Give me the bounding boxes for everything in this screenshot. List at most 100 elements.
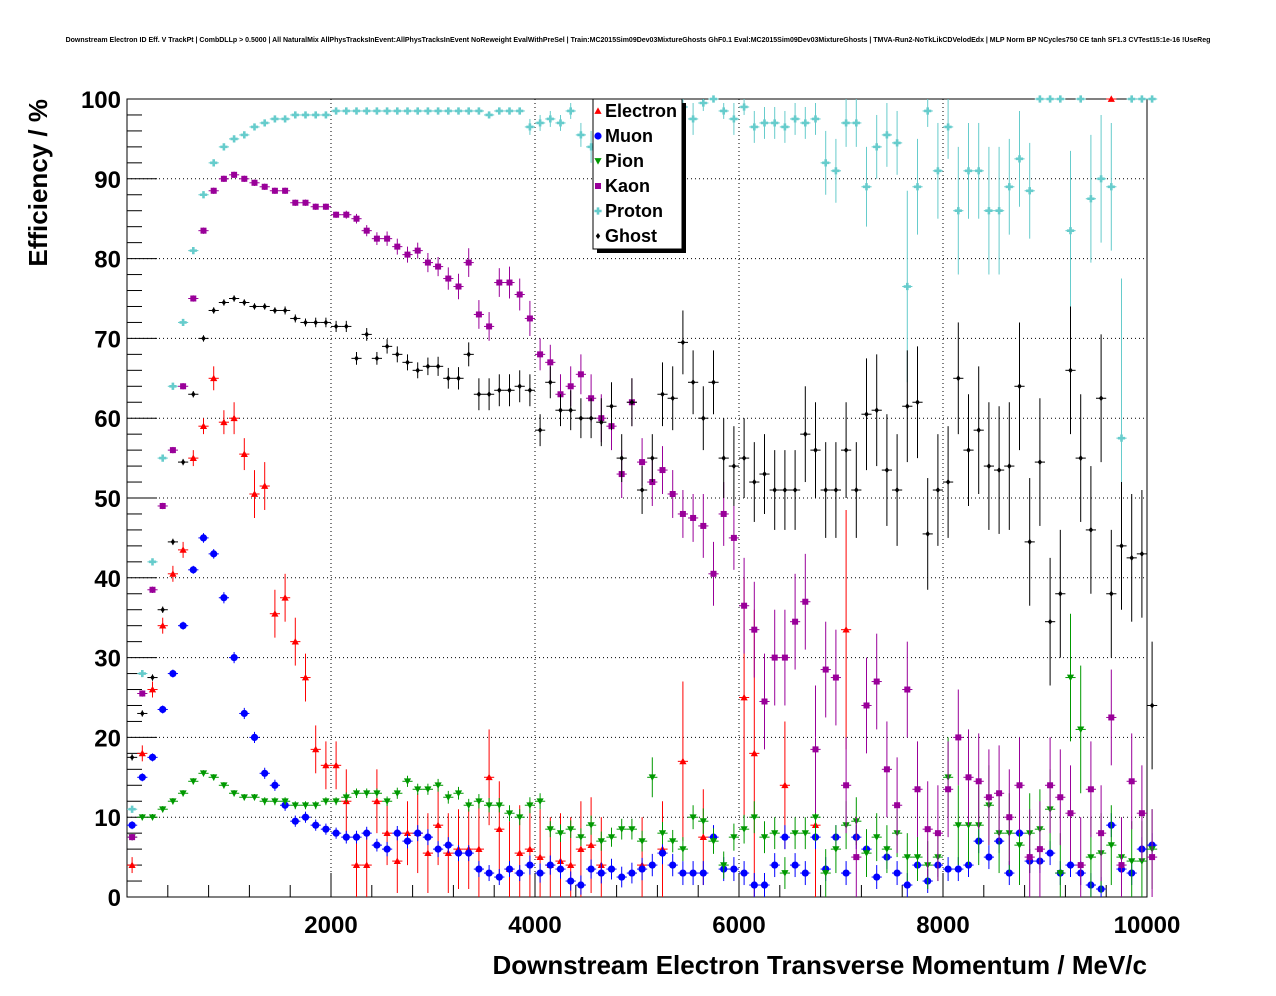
data-point [323,319,329,326]
data-point [220,418,228,426]
data-point [333,211,340,218]
legend-box [592,98,683,250]
data-point [1148,95,1156,103]
data-point [750,881,758,889]
data-point [1087,854,1095,861]
data-point [322,203,329,210]
data-point [516,869,524,877]
data-point [1057,794,1064,801]
data-point [1077,95,1085,103]
data-point [497,387,502,394]
data-point [454,849,463,857]
data-point [1067,810,1074,817]
data-point [954,865,962,873]
data-point [128,861,136,868]
data-point [822,159,830,167]
data-point [383,845,391,853]
data-point [261,482,269,489]
data-point [811,814,820,821]
data-point [893,139,901,147]
data-point [475,311,482,318]
data-point [669,838,677,845]
legend-marker [595,233,601,239]
data-point [271,187,278,194]
data-point [170,538,176,545]
data-point [587,822,595,829]
data-point [587,143,595,151]
data-point [903,854,911,861]
data-point [373,841,381,849]
data-point [1087,195,1095,203]
data-point [312,802,320,809]
data-point [424,833,432,841]
data-point [446,375,451,382]
data-point [924,826,931,833]
data-point [607,865,616,873]
data-point [760,119,769,127]
data-point [1066,227,1075,235]
data-point [537,427,543,434]
data-point [476,391,482,398]
data-point [985,207,993,215]
data-point [292,199,299,206]
data-point [527,387,533,394]
data-point [894,802,901,809]
data-point [199,534,208,542]
data-point [628,869,636,877]
data-point [261,798,269,805]
data-point [709,95,718,103]
data-point [587,865,595,873]
data-point [1118,862,1125,869]
data-point [546,826,554,833]
data-point [1005,183,1013,191]
data-point [832,846,840,853]
data-point [291,638,299,645]
data-point [516,291,523,298]
y-tick-label: 40 [94,566,121,593]
data-point [415,367,420,374]
data-point [853,854,860,861]
data-point [505,810,514,817]
data-point [761,698,768,705]
data-point [658,849,667,857]
data-point [128,805,136,813]
data-point [250,123,259,131]
data-point [414,829,422,837]
legend-entry-pion: Pion [594,151,644,171]
data-point [791,115,799,123]
data-point [648,774,656,781]
data-point [781,123,789,131]
data-point [456,375,461,382]
data-point [281,594,289,601]
data-point [1026,854,1033,861]
data-point [720,862,728,869]
data-point [852,119,860,127]
data-point [384,343,390,350]
data-point [1027,538,1032,545]
data-point [342,833,350,841]
data-point [771,654,778,661]
data-point [312,111,320,119]
data-point [660,391,665,398]
data-point [353,215,360,222]
data-point [384,235,391,242]
legend-marker [594,107,602,114]
data-point [760,834,769,841]
y-tick-label: 0 [108,885,121,912]
data-point [731,463,737,470]
data-point [301,813,310,821]
data-point [934,830,941,837]
data-point [1098,395,1104,402]
data-point [190,295,197,302]
data-point [669,491,676,498]
data-point [639,459,646,466]
data-point [1087,786,1094,793]
data-point [364,331,369,338]
data-point [537,351,544,358]
data-point [322,825,330,833]
data-point [679,757,687,765]
data-point [955,734,962,741]
data-point [393,829,401,837]
data-point [567,383,574,390]
data-point [475,845,483,852]
